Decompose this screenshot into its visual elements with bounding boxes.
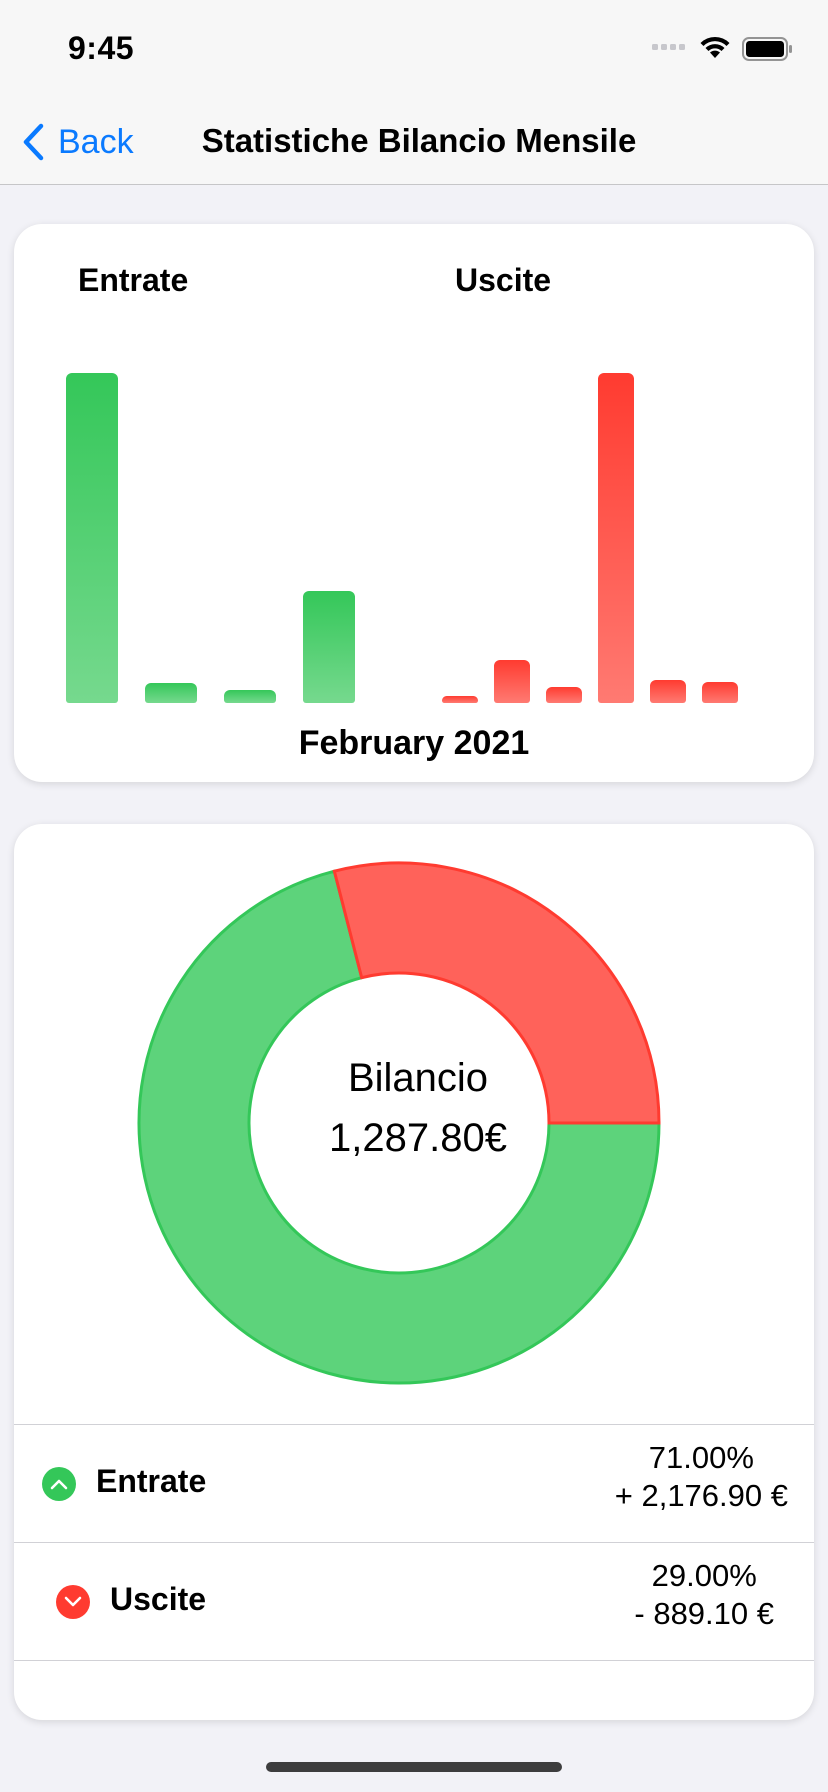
back-label: Back bbox=[58, 122, 134, 161]
income-row-values: 71.00% + 2,176.90 € bbox=[615, 1439, 788, 1515]
back-button[interactable]: Back bbox=[22, 118, 134, 166]
balance-card: Bilancio 1,287.80€ Entrate 71.00% + 2,17… bbox=[14, 824, 814, 1720]
income-bar-4 bbox=[303, 590, 355, 703]
expense-bar-6 bbox=[702, 681, 738, 703]
expense-chart-label: Uscite bbox=[455, 262, 552, 298]
balance-value: 1,287.80€ bbox=[329, 1116, 507, 1160]
expense-amount: - 889.10 € bbox=[634, 1596, 774, 1631]
expense-row-label: Uscite bbox=[110, 1581, 207, 1617]
income-percent: 71.00% bbox=[648, 1440, 754, 1475]
signal-icon bbox=[652, 44, 685, 50]
expense-percent: 29.00% bbox=[651, 1558, 757, 1593]
month-label: February 2021 bbox=[298, 724, 530, 762]
donut-slice-income bbox=[137, 869, 661, 1385]
navigation-bar: Back Statistiche Bilancio Mensile bbox=[0, 100, 828, 185]
status-bar: 9:45 bbox=[0, 0, 828, 100]
expense-bar-4 bbox=[598, 373, 634, 703]
expense-bar-1 bbox=[442, 696, 478, 703]
donut-slice-expense bbox=[332, 861, 661, 1125]
chevron-left-icon bbox=[23, 123, 44, 161]
empty-row bbox=[14, 1660, 814, 1720]
monthly-bar-chart-card: Entrate Uscite February 2021 bbox=[14, 224, 814, 782]
page-title: Statistiche Bilancio Mensile bbox=[201, 122, 637, 159]
balance-title: Bilancio bbox=[347, 1056, 489, 1100]
chevron-up-circle-icon bbox=[42, 1467, 76, 1501]
income-summary-row[interactable]: Entrate 71.00% + 2,176.90 € bbox=[14, 1424, 814, 1543]
battery-icon bbox=[742, 37, 792, 61]
expense-bar-5 bbox=[650, 679, 686, 703]
status-time: 9:45 bbox=[68, 30, 135, 66]
income-bar-3 bbox=[224, 689, 276, 703]
expense-row-values: 29.00% - 889.10 € bbox=[634, 1557, 774, 1633]
expense-bar-2 bbox=[494, 660, 530, 703]
income-bar-2 bbox=[145, 683, 197, 703]
wifi-icon bbox=[700, 36, 730, 58]
income-bar-1 bbox=[66, 373, 118, 703]
expense-summary-row[interactable]: Uscite 29.00% - 889.10 € bbox=[14, 1542, 814, 1661]
chevron-down-circle-icon bbox=[56, 1585, 90, 1619]
income-row-label: Entrate bbox=[96, 1463, 207, 1499]
expense-bar-3 bbox=[546, 686, 582, 703]
income-amount: + 2,176.90 € bbox=[614, 1478, 788, 1513]
balance-donut-chart bbox=[137, 861, 661, 1385]
income-chart-label: Entrate bbox=[78, 262, 189, 298]
home-indicator[interactable] bbox=[266, 1762, 562, 1772]
